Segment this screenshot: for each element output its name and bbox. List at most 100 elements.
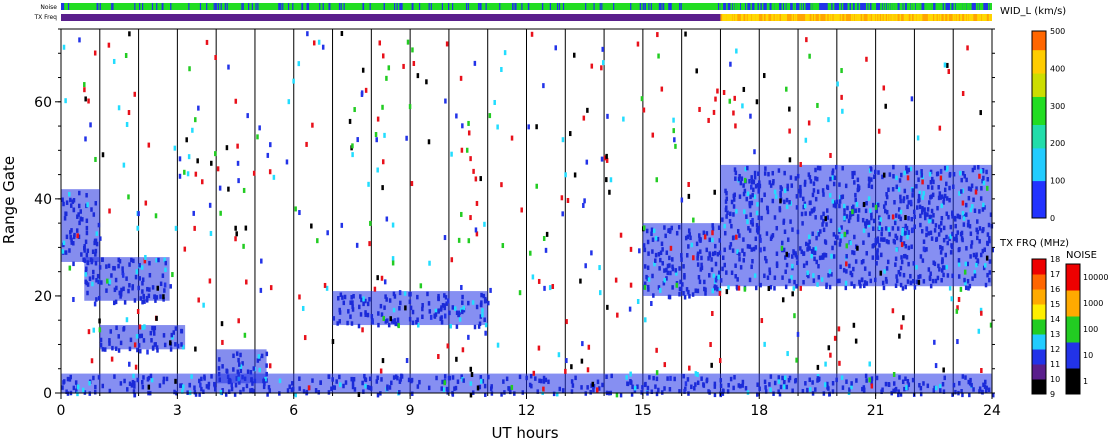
txfreq-tick <box>783 14 785 21</box>
echo-cell <box>174 342 177 347</box>
echo-cell <box>815 176 819 182</box>
scatter-dot <box>307 385 311 391</box>
echo-cell <box>779 384 783 390</box>
echo-cell <box>661 390 664 395</box>
echo-cell <box>95 278 98 283</box>
echo-cell <box>77 203 81 209</box>
scatter-dot <box>188 66 191 72</box>
echo-cell <box>968 392 971 398</box>
scatter-dot <box>718 358 722 364</box>
scatter-dot <box>68 265 72 271</box>
echo-cell <box>885 194 889 200</box>
scatter-dot <box>138 324 142 330</box>
echo-cell <box>880 231 883 237</box>
echo-cell <box>483 383 487 389</box>
echo-cell <box>773 380 777 386</box>
scatter-dot <box>687 181 690 187</box>
scatter-dot <box>493 99 496 105</box>
echo-cell <box>885 279 888 284</box>
colorbar-width-swatch <box>1032 82 1046 88</box>
echo-cell <box>945 196 949 201</box>
scatter-dot <box>884 103 887 109</box>
echo-cell <box>893 240 896 245</box>
echo-cell <box>911 193 914 198</box>
echo-cell <box>942 200 945 205</box>
echo-cell <box>361 380 364 386</box>
echo-cell <box>742 191 746 197</box>
txfreq-tick <box>765 14 768 21</box>
colorbar-txfreq-frame <box>1031 258 1047 395</box>
echo-cell <box>961 188 964 194</box>
echo-cell <box>631 384 634 390</box>
echo-cell <box>835 164 838 170</box>
echo-cell <box>962 222 966 227</box>
scatter-dot <box>510 384 514 390</box>
echo-cell <box>61 197 64 202</box>
echo-cell <box>734 170 738 176</box>
echo-cell <box>933 228 937 233</box>
echo-cell <box>114 299 118 305</box>
echo-cell <box>840 225 843 230</box>
echo-cell <box>732 193 736 199</box>
echo-cell <box>390 319 394 324</box>
echo-cell <box>179 383 182 388</box>
noise-tick <box>928 3 930 10</box>
echo-cell <box>675 271 678 276</box>
scatter-dot <box>398 290 402 296</box>
echo-cell <box>153 294 156 300</box>
noise-tick <box>61 3 63 10</box>
scatter-dot <box>62 44 66 50</box>
echo-cell <box>256 358 260 363</box>
colorbar-width-swatch <box>1032 143 1046 149</box>
scatter-dot <box>162 294 165 300</box>
echo-cell <box>666 376 669 381</box>
echo-cell <box>986 177 990 182</box>
echo-cell <box>217 366 221 371</box>
echo-cell <box>99 236 102 241</box>
echo-cell <box>479 314 483 319</box>
echo-cell <box>394 321 397 327</box>
echo-cell <box>984 282 988 288</box>
noise-tick <box>199 3 202 10</box>
echo-cell <box>127 288 130 294</box>
echo-cell <box>198 378 201 384</box>
scatter-dot <box>450 151 453 157</box>
colorbar-width-swatch <box>1032 208 1046 214</box>
scatter-dot <box>89 122 92 128</box>
scatter-dot <box>836 81 839 87</box>
scatter-dot <box>854 338 858 344</box>
scatter-dot <box>258 125 261 131</box>
echo-cell <box>227 379 231 385</box>
echo-cell <box>99 342 103 348</box>
echo-cell <box>338 319 342 324</box>
echo-cell <box>251 381 254 386</box>
echo-cell <box>885 209 889 215</box>
echo-cell <box>349 314 352 319</box>
scatter-dot <box>216 166 220 172</box>
txfreq-tick <box>830 14 833 21</box>
echo-cell <box>398 379 402 384</box>
echo-cell <box>814 215 817 220</box>
echo-cell <box>787 378 791 383</box>
scatter-dot <box>356 137 359 143</box>
scatter-dot <box>843 231 847 237</box>
scatter-dot <box>193 225 196 231</box>
echo-cell <box>984 263 987 268</box>
echo-cell <box>833 240 837 246</box>
scatter-dot <box>303 335 307 341</box>
echo-cell <box>895 235 899 241</box>
scatter-dot <box>201 179 204 185</box>
scatter-dot <box>796 331 800 337</box>
scatter-dot <box>956 339 959 345</box>
colorbar-width-swatch <box>1032 175 1046 182</box>
echo-cell <box>881 387 884 392</box>
echo-cell <box>899 235 903 240</box>
echo-cell <box>344 380 348 385</box>
echo-cell <box>155 258 158 263</box>
scatter-dot <box>827 345 831 351</box>
echo-cell <box>981 207 985 212</box>
scatter-dot <box>155 315 158 321</box>
echo-cell <box>314 388 318 393</box>
noise-tick <box>279 3 281 10</box>
echo-cell <box>876 239 880 244</box>
